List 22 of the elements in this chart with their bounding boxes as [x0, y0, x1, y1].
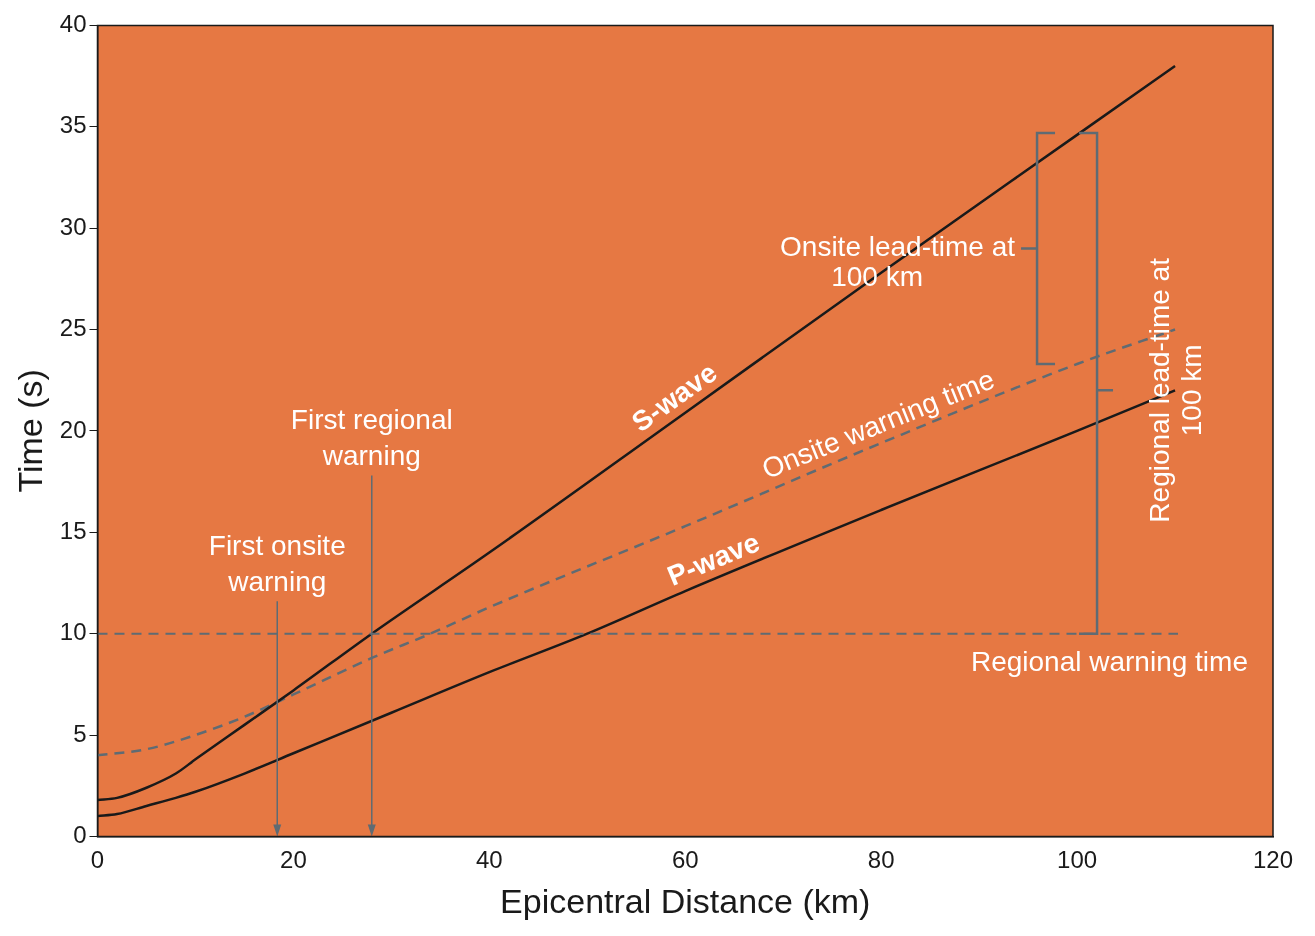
- x-tick-label: 60: [671, 846, 699, 874]
- y-tick-label: 10: [59, 618, 87, 646]
- x-tick-label: 100: [1057, 846, 1098, 874]
- x-tick-label: 40: [475, 846, 503, 874]
- y-tick-label: 20: [59, 415, 87, 443]
- y-tick-label: 25: [59, 314, 87, 342]
- x-tick-label: 80: [867, 846, 895, 874]
- y-axis-title: Time (s): [10, 369, 49, 493]
- ref-line-label: Regional warning time: [970, 646, 1248, 678]
- x-axis-title: Epicentral Distance (km): [500, 881, 871, 920]
- y-tick-label: 15: [59, 516, 87, 544]
- y-tick-label: 30: [59, 212, 87, 240]
- x-tick-label: 0: [90, 846, 105, 874]
- annotation: Regional lead-time at 100 km: [1143, 257, 1207, 523]
- y-tick-label: 5: [73, 719, 87, 747]
- annotation: First regional warning: [290, 404, 453, 472]
- x-tick-label: 20: [280, 846, 307, 874]
- y-tick-label: 40: [59, 10, 87, 38]
- y-tick-label: 35: [59, 111, 87, 139]
- y-tick-label: 0: [73, 821, 87, 849]
- annotation: First onsite warning: [208, 529, 346, 597]
- x-tick-label: 120: [1252, 846, 1294, 874]
